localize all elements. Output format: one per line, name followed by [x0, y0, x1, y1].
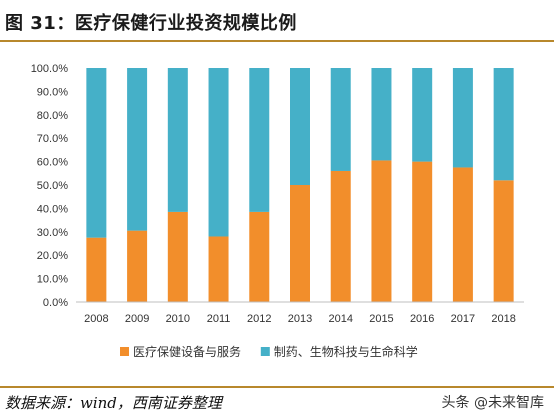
bar-segment-pharma-biotech — [452, 68, 473, 168]
legend-swatch-pharma-biotech — [260, 347, 270, 356]
y-tick-label: 60.0% — [37, 157, 68, 169]
bar-segment-pharma-biotech — [412, 68, 433, 162]
bar-segment-pharma-biotech — [208, 68, 229, 237]
bar-segment-devices-services — [86, 237, 107, 302]
x-tick-label: 2017 — [451, 313, 475, 325]
y-tick-label: 90.0% — [37, 86, 68, 98]
y-tick-label: 10.0% — [37, 274, 68, 286]
bar-segment-devices-services — [290, 185, 310, 302]
x-tick-label: 2010 — [166, 313, 190, 325]
legend-label: 制药、生物科技与生命科学 — [274, 344, 418, 359]
bar-segment-devices-services — [208, 236, 229, 302]
bar-segment-devices-services — [493, 180, 514, 302]
x-tick-label: 2015 — [369, 313, 393, 325]
x-tick-label: 2011 — [207, 313, 231, 325]
x-tick-label: 2014 — [328, 313, 352, 325]
title-divider — [0, 40, 554, 42]
bar-segment-pharma-biotech — [249, 68, 270, 212]
x-tick-label: 2008 — [84, 313, 108, 325]
watermark: 头条 @未来智库 — [442, 392, 544, 412]
x-tick-label: 2013 — [288, 313, 312, 325]
y-tick-label: 70.0% — [37, 133, 68, 145]
watermark-text: 头条 @未来智库 — [441, 395, 544, 411]
stacked-bar-chart: 0.0% 10.0% 20.0% 30.0% 40.0% 50.0% 60.0% 70.0% 8… — [31, 63, 524, 359]
bar-segment-pharma-biotech — [167, 68, 188, 212]
bar-segment-pharma-biotech — [290, 68, 310, 185]
bar-segment-devices-services — [412, 161, 433, 302]
bar-segment-pharma-biotech — [330, 68, 351, 171]
x-tick-label: 2018 — [491, 313, 515, 325]
bar-segment-devices-services — [371, 160, 392, 302]
x-tick-label: 2012 — [247, 313, 271, 325]
bar-segment-devices-services — [127, 230, 148, 302]
y-tick-label: 20.0% — [37, 250, 68, 262]
title-bar: 图 31：医疗保健行业投资规模比例 — [0, 0, 554, 44]
bar-segment-devices-services — [452, 167, 473, 302]
bar-segment-pharma-biotech — [493, 68, 514, 181]
y-tick-label: 30.0% — [37, 227, 68, 239]
y-tick-label: 80.0% — [37, 110, 68, 122]
bar-segment-devices-services — [249, 211, 270, 302]
page-title: 图 31：医疗保健行业投资规模比例 — [5, 13, 297, 34]
y-tick-label: 100.0% — [31, 63, 69, 75]
x-tick-label: 2009 — [125, 313, 149, 325]
y-tick-label: 50.0% — [37, 180, 68, 192]
x-tick-label: 2016 — [410, 313, 434, 325]
y-tick-label: 40.0% — [37, 203, 68, 215]
y-tick-label: 0.0% — [43, 297, 68, 309]
legend-label: 医疗保健设备与服务 — [133, 344, 241, 359]
bar-segment-pharma-biotech — [86, 68, 107, 238]
bar-segment-devices-services — [330, 170, 351, 302]
bar-segment-pharma-biotech — [127, 68, 148, 231]
legend-swatch-devices-services — [120, 347, 129, 356]
bar-segment-pharma-biotech — [371, 68, 392, 161]
bar-segment-devices-services — [167, 211, 188, 302]
footer-divider — [0, 386, 554, 388]
source-note: 数据来源：wind，西南证券整理 — [5, 394, 222, 412]
